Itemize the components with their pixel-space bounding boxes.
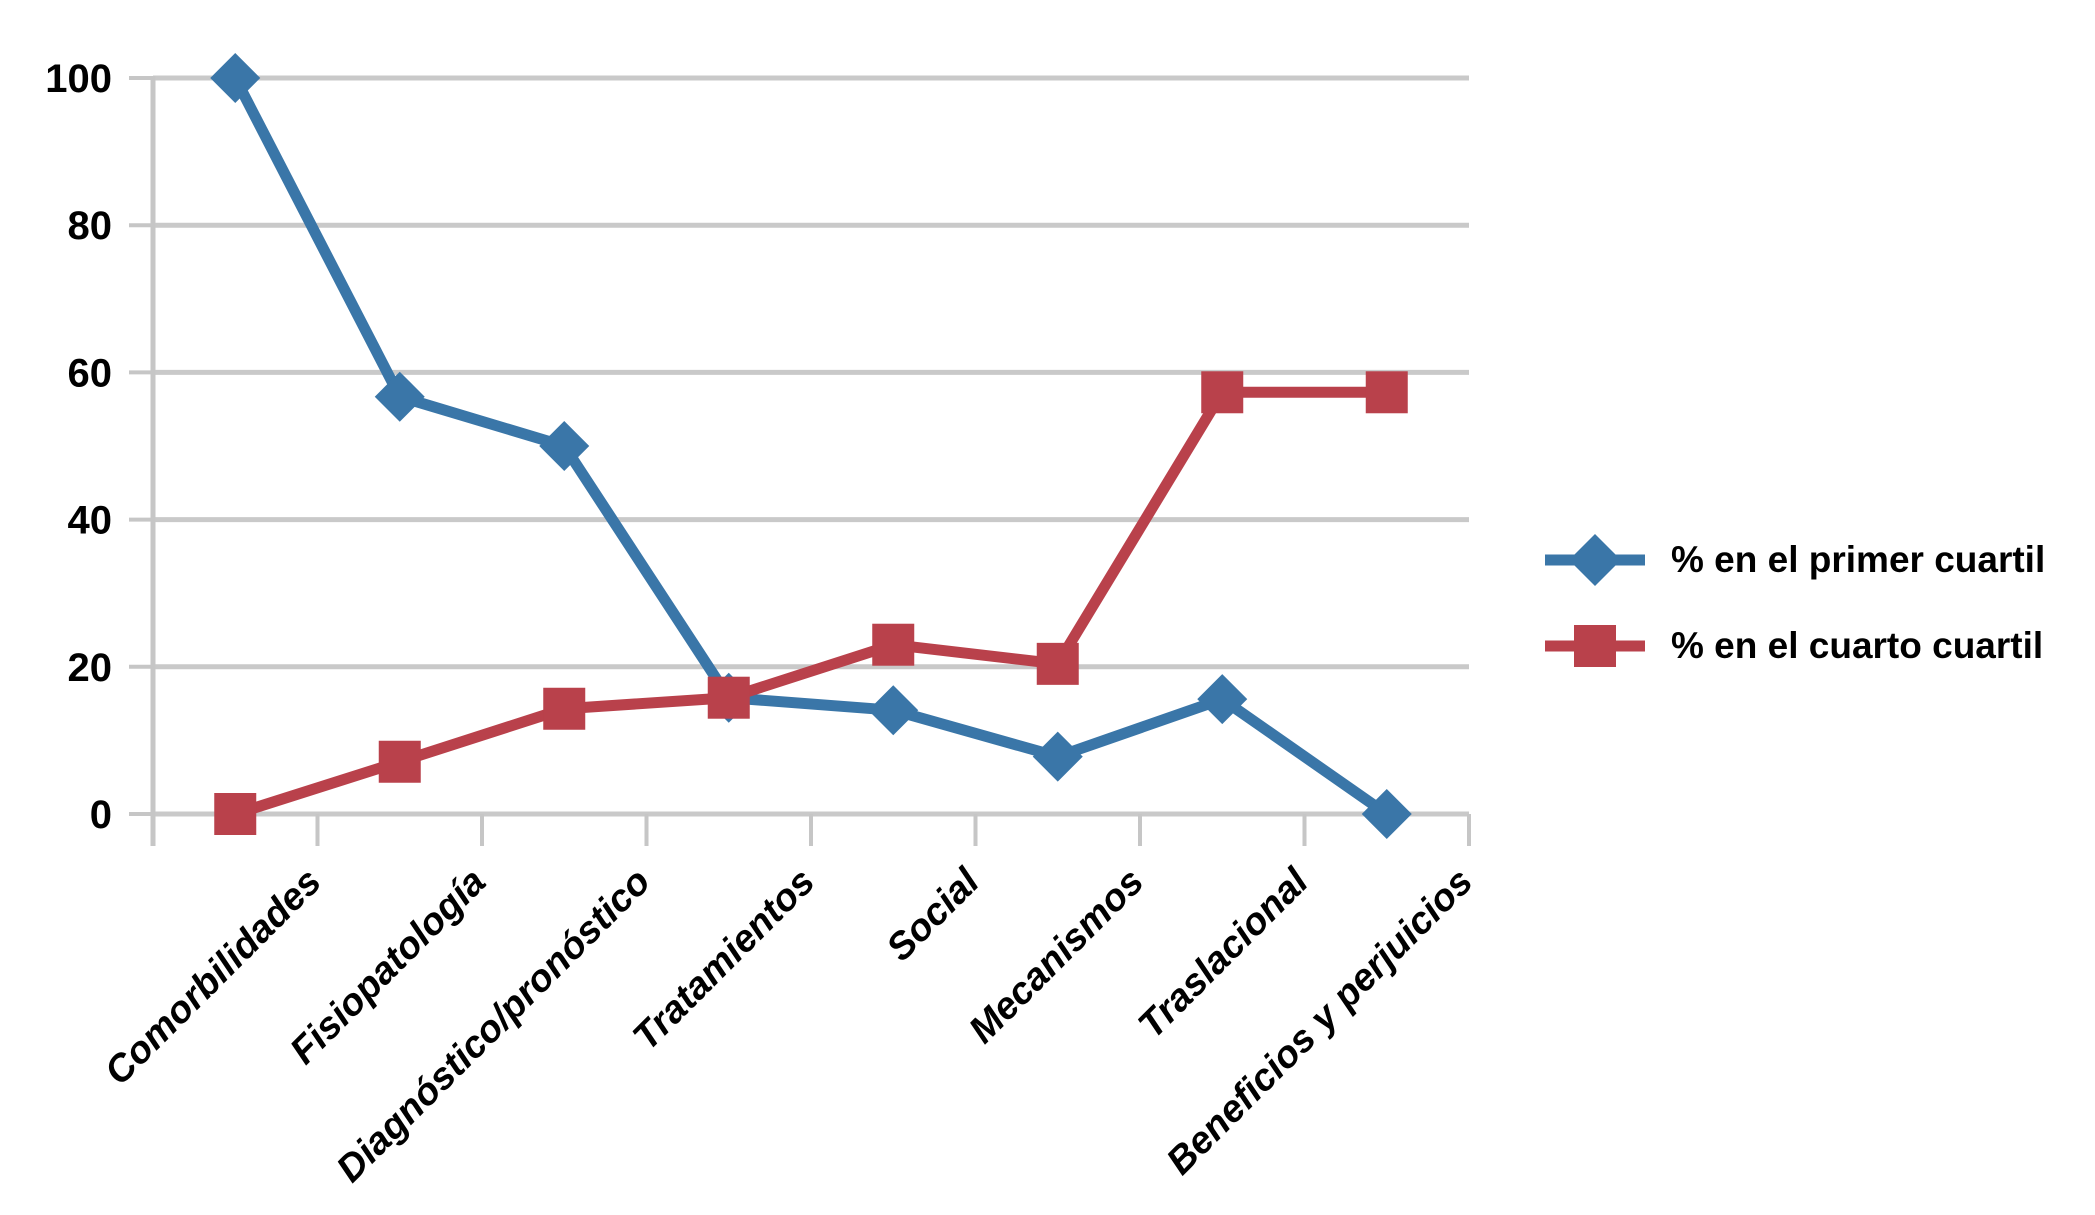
legend-diamond-marker-icon [1545, 534, 1645, 586]
y-axis-label: 40 [68, 499, 113, 543]
data-point-diamond [374, 371, 425, 422]
data-point-square [707, 676, 750, 719]
x-axis-label: Mecanismos [961, 861, 1152, 1052]
legend-item-0: % en el primer cuartil [1545, 528, 2045, 592]
data-point-square [378, 740, 421, 783]
data-point-square [1365, 371, 1408, 414]
legend-item-1: % en el cuarto cuartil [1545, 614, 2045, 678]
data-point-square [1201, 371, 1244, 414]
data-point-square [1036, 642, 1079, 685]
data-point-square [872, 623, 915, 666]
y-axis-label: 20 [68, 646, 113, 690]
x-axis-label: Traslacional [1131, 860, 1318, 1047]
data-point-square [214, 793, 257, 835]
data-point-diamond [539, 421, 590, 471]
y-axis-label: 60 [68, 351, 113, 395]
legend-square-marker-icon [1545, 625, 1645, 667]
legend: % en el primer cuartil % en el cuarto cua… [1545, 528, 2045, 700]
x-axis-label: Diagnóstico/pronóstico [329, 861, 659, 1191]
data-point-diamond [868, 685, 919, 736]
legend-label: % en el primer cuartil [1671, 539, 2046, 580]
y-axis-label: 0 [90, 793, 112, 837]
data-point-diamond [1032, 731, 1083, 782]
y-axis-label: 80 [68, 204, 113, 248]
x-axis-label: Social [879, 860, 989, 970]
data-point-diamond [1361, 789, 1412, 839]
data-point-square [543, 687, 586, 730]
y-axis-label: 100 [45, 57, 112, 101]
legend-label: % en el cuarto cuartil [1671, 625, 2044, 666]
series-line-1 [229, 386, 1393, 820]
data-point-diamond [210, 53, 261, 103]
x-axis-label: Comorbilidades [97, 861, 330, 1094]
series-line-0 [229, 72, 1393, 820]
x-axis-label: Beneficios y perjuicios [1159, 861, 1481, 1183]
data-point-diamond [1197, 674, 1248, 725]
